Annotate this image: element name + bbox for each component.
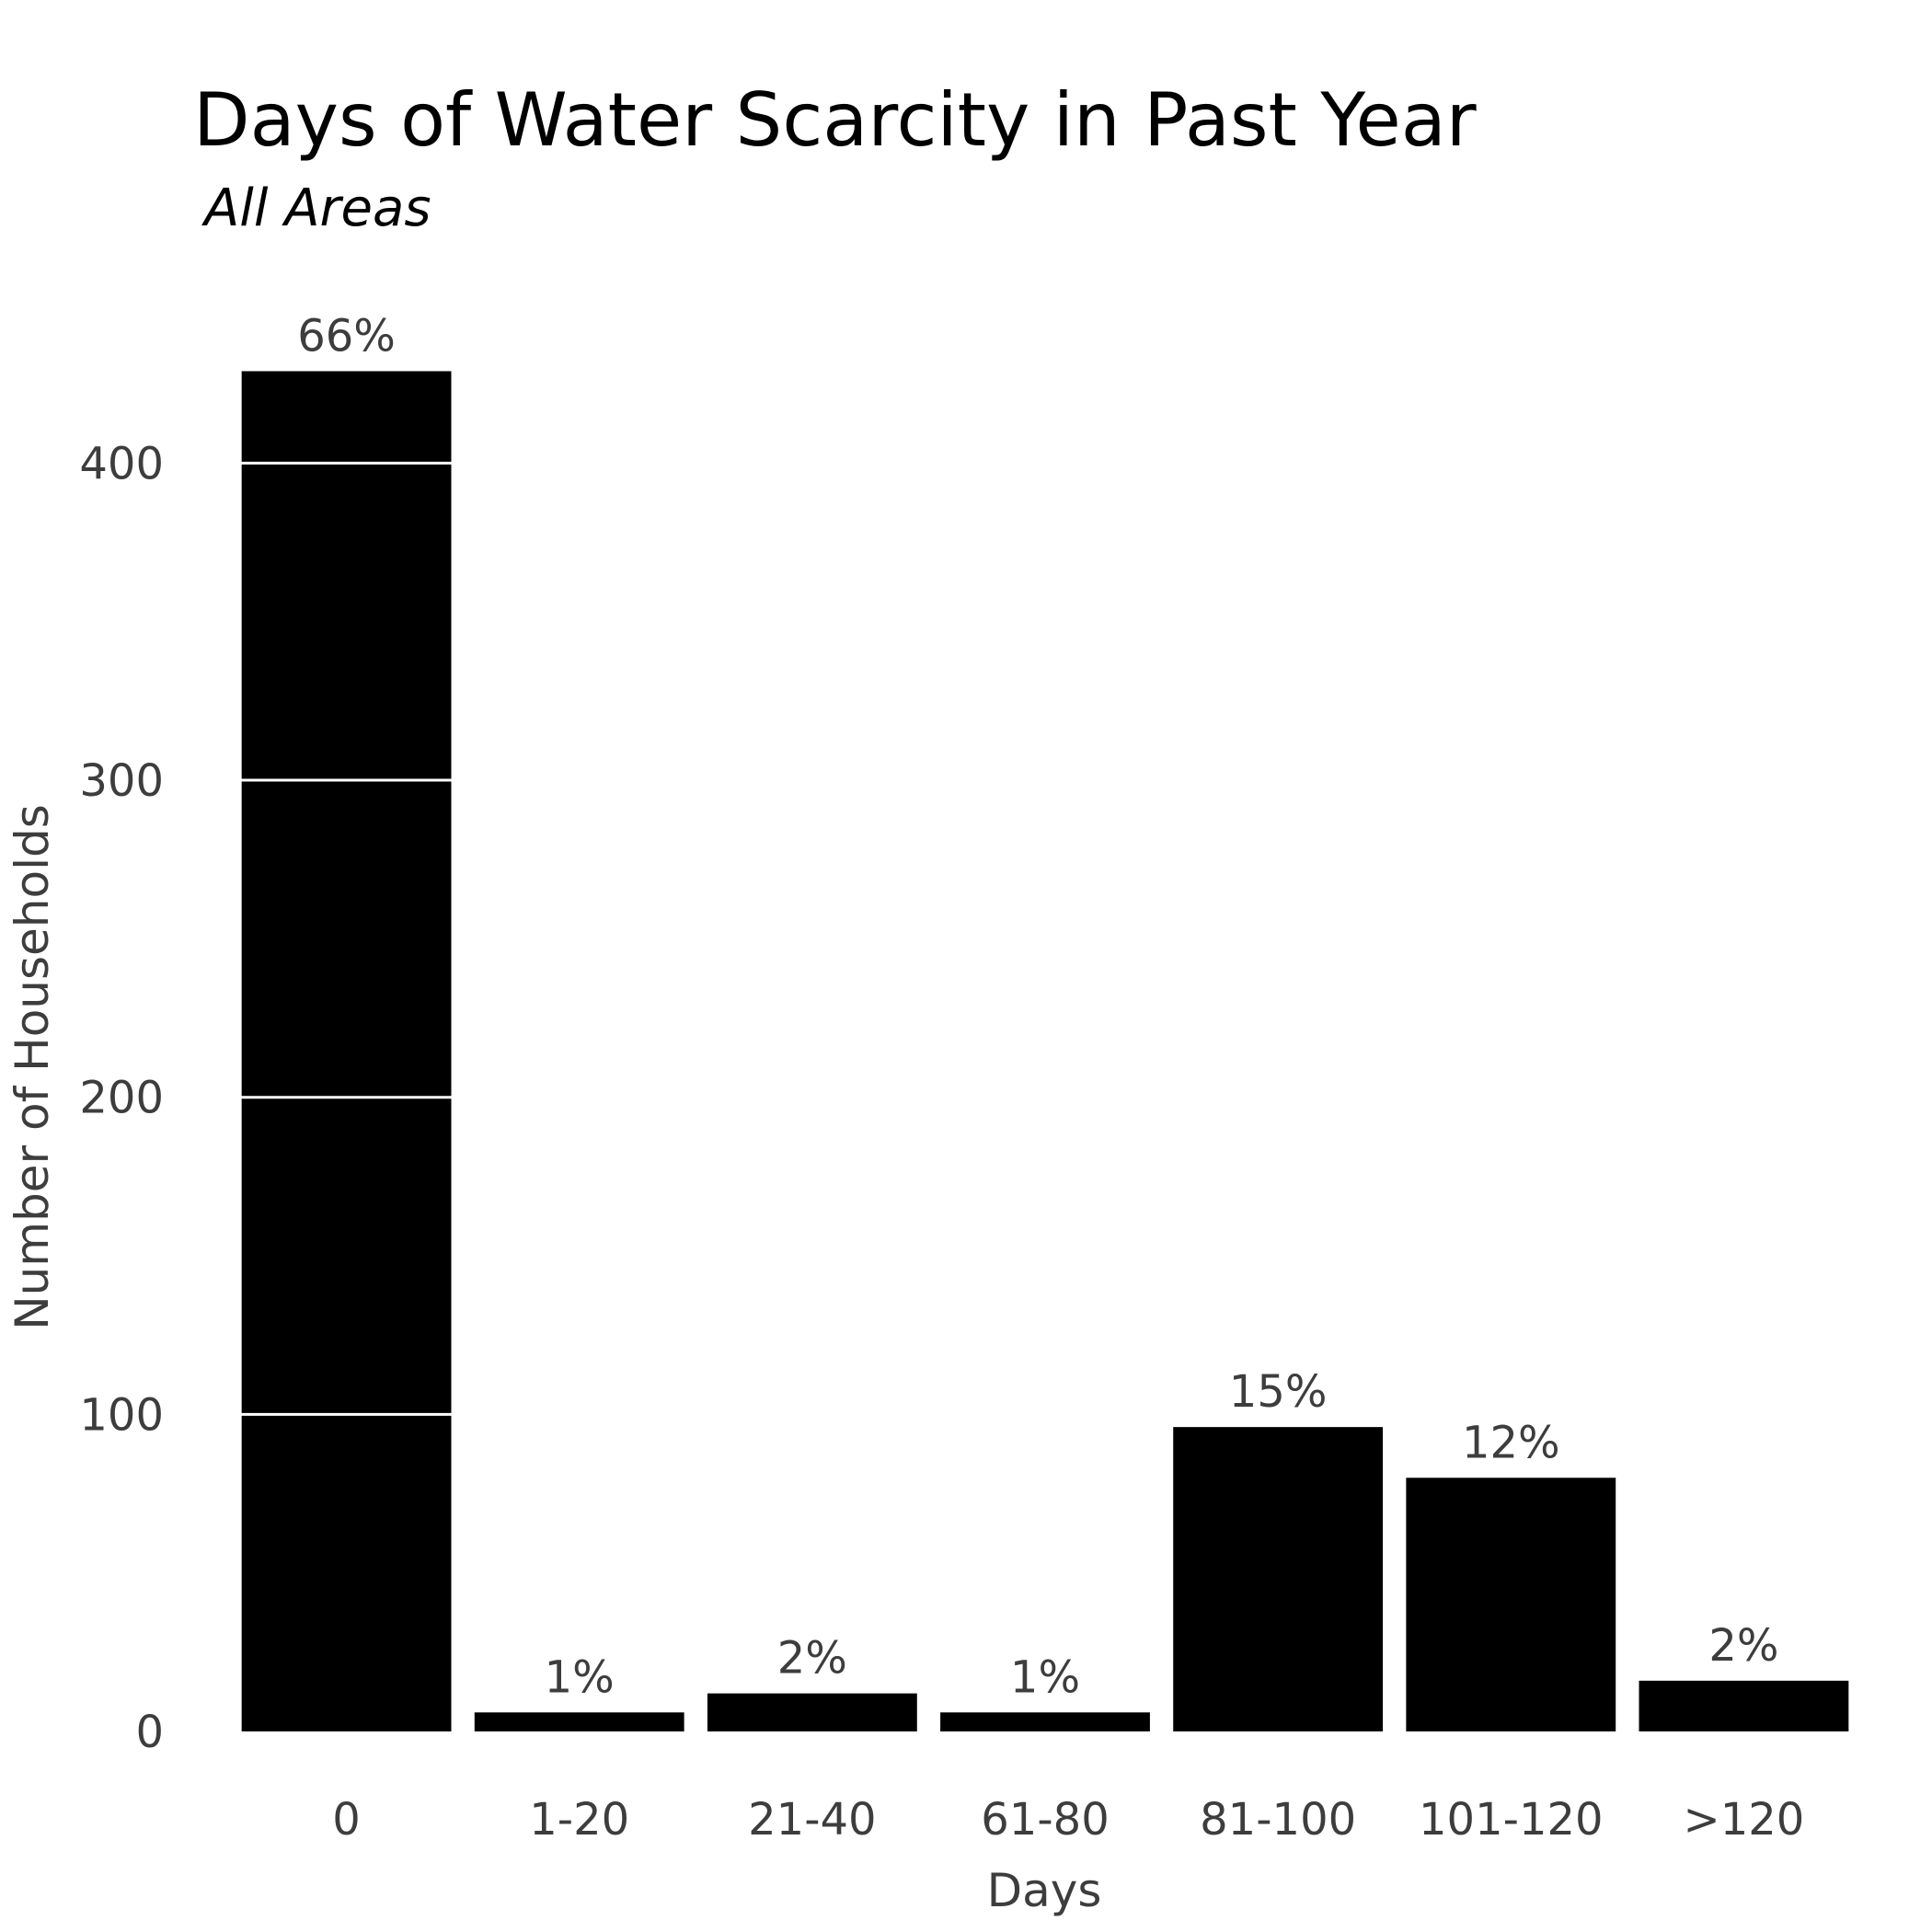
chart-subtitle: All Areas xyxy=(201,178,431,238)
x-tick-label-81-100: 81-100 xyxy=(1200,1794,1356,1846)
bar-101-120 xyxy=(1406,1478,1616,1731)
data-label-0: 66% xyxy=(297,310,396,362)
data-label-layer: 66% 1% 2% 1% 15% 12% 2% xyxy=(297,310,1778,1703)
y-tick-label-100: 100 xyxy=(79,1389,164,1441)
x-tick-label-101-120: 101-120 xyxy=(1419,1794,1604,1846)
bar-1-20 xyxy=(474,1712,684,1731)
data-label-21-40: 2% xyxy=(777,1633,847,1685)
bar-0 xyxy=(241,371,452,1731)
chart-title: Days of Water Scarcity in Past Year xyxy=(193,77,1477,163)
bar-21-40 xyxy=(707,1693,917,1731)
bar->120 xyxy=(1639,1680,1849,1731)
data-label-81-100: 15% xyxy=(1229,1366,1328,1418)
y-tick-label-300: 300 xyxy=(79,755,164,807)
data-label->120: 2% xyxy=(1708,1620,1778,1672)
bars-layer xyxy=(241,371,1849,1731)
data-label-61-80: 1% xyxy=(1010,1651,1080,1703)
x-tick-layer: 0 1-20 21-40 61-80 81-100 101-120 >120 xyxy=(332,1794,1804,1846)
x-tick-label-21-40: 21-40 xyxy=(748,1794,876,1846)
y-tick-layer: 0 100 200 300 400 xyxy=(79,438,164,1758)
y-tick-label-400: 400 xyxy=(79,438,164,489)
grid-layer xyxy=(230,461,1860,1416)
y-tick-label-0: 0 xyxy=(135,1707,164,1758)
y-axis-label: Number of Households xyxy=(6,804,59,1329)
x-tick-label-1-20: 1-20 xyxy=(529,1794,629,1846)
x-axis-label: Days xyxy=(987,1864,1102,1917)
data-label-101-120: 12% xyxy=(1462,1417,1560,1468)
x-tick-label->120: >120 xyxy=(1684,1794,1805,1846)
bar-81-100 xyxy=(1173,1427,1384,1731)
bar-61-80 xyxy=(940,1712,1150,1731)
y-tick-label-200: 200 xyxy=(79,1073,164,1124)
x-tick-label-61-80: 61-80 xyxy=(981,1794,1109,1846)
data-label-1-20: 1% xyxy=(545,1651,615,1703)
x-tick-label-0: 0 xyxy=(332,1794,361,1846)
